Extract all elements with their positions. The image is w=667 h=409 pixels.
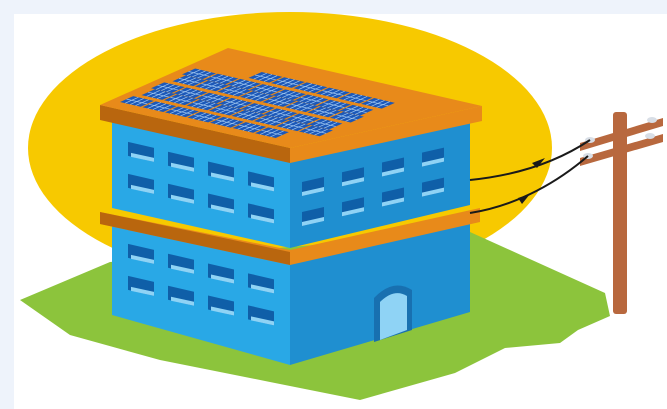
solar-panel-gridline (260, 117, 282, 124)
window-sill (211, 274, 234, 284)
floor-band-front (100, 212, 290, 265)
solar-panel-gridline (336, 114, 358, 120)
upper-wall-right (290, 118, 470, 248)
pole-crossarm-lower (580, 134, 663, 166)
window-sill (171, 194, 194, 204)
window-sill (422, 157, 444, 167)
solar-panel-gridline (202, 95, 224, 101)
lower-wall-front (112, 220, 290, 365)
insulator (645, 133, 655, 139)
window-sill (251, 284, 274, 294)
window-sill (251, 182, 274, 192)
window-sill (131, 184, 154, 194)
solar-panel-gridline (224, 100, 246, 107)
window-sill (251, 214, 274, 224)
solar-panel-gridline (269, 110, 291, 117)
solar-panel-gridline (313, 109, 335, 115)
solar-panel-gridline (170, 97, 192, 103)
utility-pole (580, 112, 663, 314)
solar-panel-gridline (314, 121, 336, 127)
window-sill (382, 197, 404, 207)
window-sill (382, 167, 404, 177)
solar-panel-gridline (201, 83, 223, 89)
solar-panel-array (120, 68, 395, 138)
solar-panel-gridline (237, 112, 259, 119)
solar-panel-gridline (247, 105, 269, 112)
solar-panel-gridline (344, 95, 366, 101)
window-sill (302, 187, 324, 197)
window-sill (131, 254, 154, 264)
solar-panel-gridline (157, 84, 179, 91)
solar-panel-gridline (300, 97, 322, 103)
solar-panel-gridline (188, 71, 210, 77)
solar-panel-gridline (126, 98, 148, 105)
solar-panel-gridline (246, 93, 268, 100)
window-sill (211, 306, 234, 316)
solar-panel-gridline (305, 128, 327, 134)
solar-panel-gridline (216, 119, 238, 126)
window-sill (211, 172, 234, 182)
solar-panel-gridline (238, 124, 260, 131)
solar-panel-gridline (254, 74, 276, 81)
solar-panel-gridline (261, 129, 283, 136)
window-sill (171, 296, 194, 306)
window-sill (171, 264, 194, 274)
solar-panel-gridline (291, 104, 313, 110)
window-sill (422, 187, 444, 197)
solar-panel-gridline (193, 114, 215, 120)
solar-panel-gridline (233, 81, 255, 88)
solar-panel-gridline (171, 109, 193, 115)
solar-panel-gridline (147, 91, 169, 98)
solar-panel-gridline (223, 88, 245, 94)
solar-panel-gridline (215, 107, 237, 113)
solar-panel-gridline (192, 102, 214, 108)
solar-panel-gridline (345, 107, 367, 114)
arrow-icon (518, 194, 530, 204)
solar-panel-gridline (323, 102, 345, 108)
window-sill (342, 177, 364, 187)
solar-panel-gridline (322, 90, 344, 96)
solar-panel-gridline (299, 85, 321, 91)
door (380, 293, 407, 340)
insulator (647, 117, 657, 123)
building (100, 48, 482, 365)
solar-panel-gridline (148, 103, 170, 110)
pole-post (613, 112, 627, 314)
solar-panel-gridline (255, 86, 277, 93)
solar-panel-gridline (268, 98, 290, 105)
windows-right-facade (302, 147, 444, 227)
window-sill (131, 286, 154, 296)
roof-edge-right (290, 106, 482, 163)
solar-panel-gridline (278, 91, 300, 98)
solar-panel-gridline (277, 79, 299, 86)
solar-panel-gridline (367, 100, 389, 107)
arrow-icon (532, 158, 545, 168)
window-sill (131, 152, 154, 162)
wire-lower (469, 155, 589, 214)
pole-crossarm-upper (580, 118, 663, 151)
solar-panel-gridline (282, 123, 304, 129)
window-sill (251, 316, 274, 326)
window-sill (211, 204, 234, 214)
roof-edge-front (100, 105, 290, 163)
solar-panel-gridline (178, 78, 200, 84)
power-wires (469, 139, 591, 214)
window-sill (171, 162, 194, 172)
windows-left-facade (128, 141, 274, 326)
upper-wall-front (112, 118, 290, 248)
solar-panel-gridline (179, 90, 201, 96)
window-sill (342, 207, 364, 217)
solar-panel-gridline (292, 116, 314, 122)
window-sill (302, 217, 324, 227)
solar-panel-gridline (210, 76, 232, 82)
